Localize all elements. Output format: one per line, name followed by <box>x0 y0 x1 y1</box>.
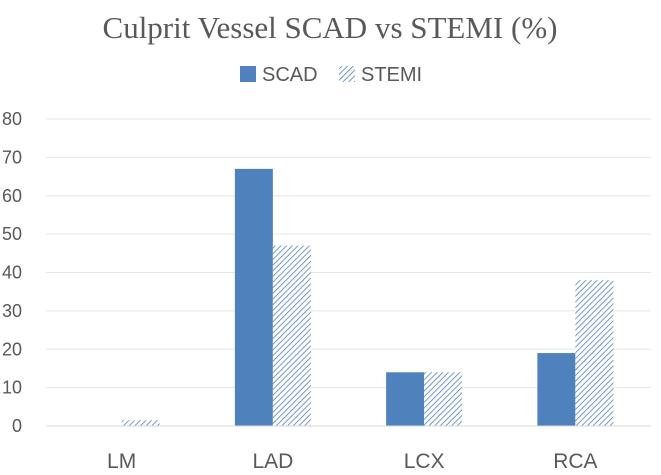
bars <box>121 168 614 426</box>
bar-stemi-lad <box>272 245 311 426</box>
legend-swatch-scad <box>240 66 256 82</box>
y-axis-ticks: 0 10 20 30 40 50 60 70 80 <box>2 109 22 436</box>
bar-scad-lcx <box>386 372 425 426</box>
bar-scad-rca <box>537 353 576 426</box>
legend: SCAD STEMI <box>240 64 422 86</box>
x-category-label: LAD <box>252 450 293 473</box>
bar-stemi-lm <box>121 420 160 426</box>
y-tick-label: 60 <box>2 186 22 206</box>
bar-scad-lad <box>234 168 273 426</box>
legend-swatch-stemi <box>339 66 355 82</box>
y-tick-label: 20 <box>2 339 22 359</box>
bar-stemi-rca <box>575 280 614 426</box>
x-axis-categories: LM LAD LCX RCA <box>107 450 598 473</box>
y-tick-label: 30 <box>2 301 22 321</box>
y-tick-label: 70 <box>2 147 22 167</box>
x-category-label: LCX <box>404 450 445 473</box>
gridlines <box>46 118 651 389</box>
legend-label-scad: SCAD <box>262 64 318 86</box>
y-tick-label: 40 <box>2 263 22 283</box>
chart-title: Culprit Vessel SCAD vs STEMI (%) <box>103 10 558 45</box>
y-tick-label: 50 <box>2 224 22 244</box>
bar-stemi-lcx <box>424 372 463 426</box>
legend-label-stemi: STEMI <box>361 64 422 86</box>
x-category-label: RCA <box>553 450 597 473</box>
x-category-label: LM <box>107 450 136 473</box>
y-tick-label: 0 <box>12 416 22 436</box>
y-tick-label: 10 <box>2 378 22 398</box>
y-tick-label: 80 <box>2 109 22 129</box>
